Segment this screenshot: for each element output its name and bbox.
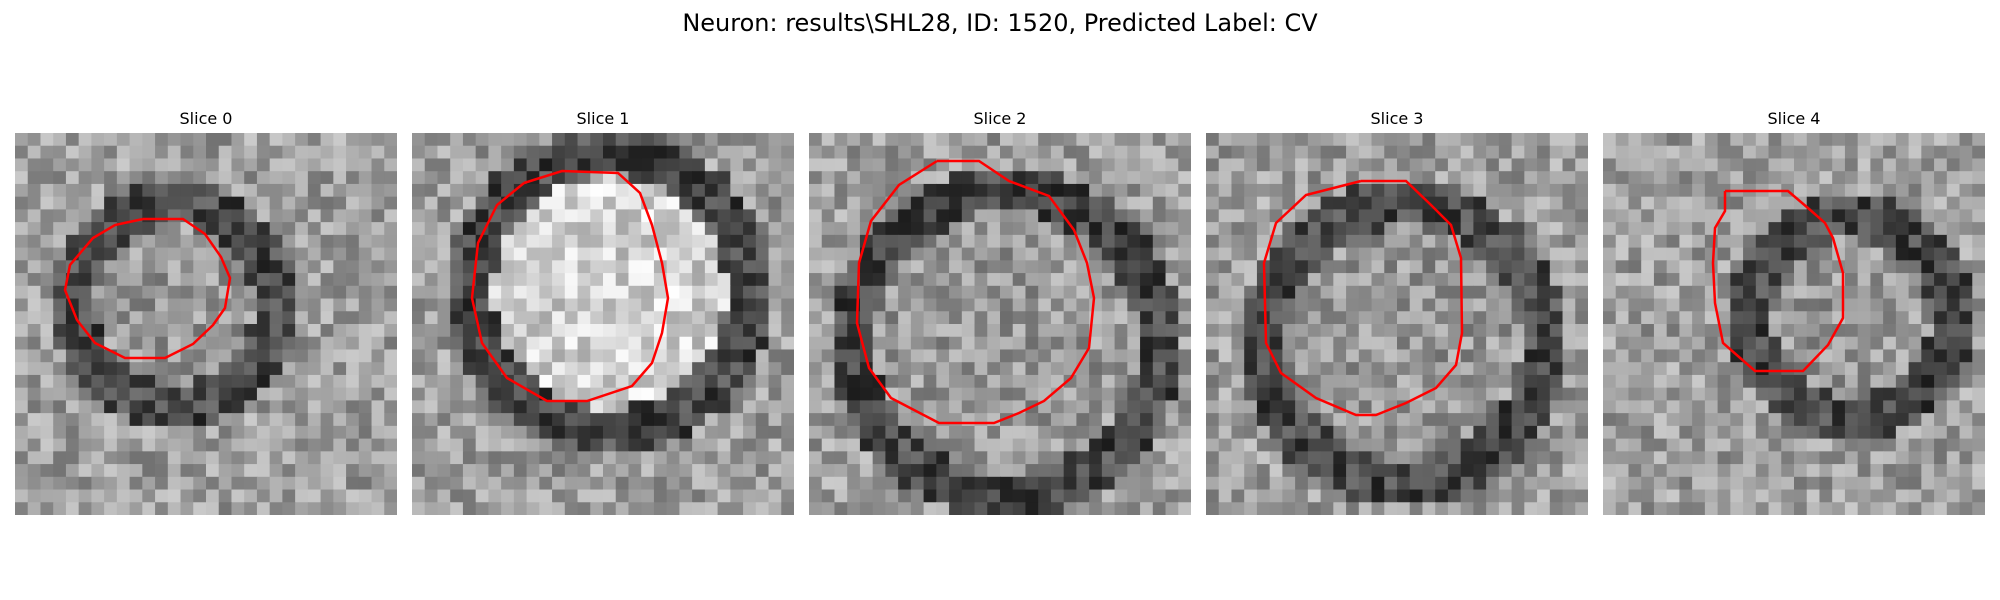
slice-panel-1: Slice 1: [412, 108, 794, 515]
grayscale-pixel-grid: [15, 133, 397, 515]
slice-panel-0: Slice 0: [15, 108, 397, 515]
grayscale-pixel-grid: [412, 133, 794, 515]
figure-title: Neuron: results\SHL28, ID: 1520, Predict…: [682, 9, 1318, 37]
slice-image-2: [809, 133, 1191, 515]
slice-panel-3: Slice 3: [1206, 108, 1588, 515]
contour-outline: [1262, 179, 1464, 417]
slice-image-0: [15, 133, 397, 515]
slice-title: Slice 1: [576, 109, 630, 128]
grayscale-pixel-grid: [1603, 133, 1985, 515]
slice-panel-2: Slice 2: [809, 108, 1191, 515]
contour-outline: [63, 217, 232, 360]
contour-outline: [1711, 189, 1845, 373]
slice-image-4: [1603, 133, 1985, 515]
grayscale-pixel-grid: [809, 133, 1191, 515]
slice-image-1: [412, 133, 794, 515]
slice-title: Slice 0: [179, 109, 233, 128]
grayscale-pixel-grid: [1206, 133, 1588, 515]
slice-title: Slice 2: [973, 109, 1027, 128]
contour-outline: [470, 169, 670, 403]
slice-title: Slice 3: [1370, 109, 1424, 128]
slice-title: Slice 4: [1767, 109, 1821, 128]
contour-outline: [855, 159, 1096, 425]
slice-panel-4: Slice 4: [1603, 108, 1985, 515]
slice-image-3: [1206, 133, 1588, 515]
